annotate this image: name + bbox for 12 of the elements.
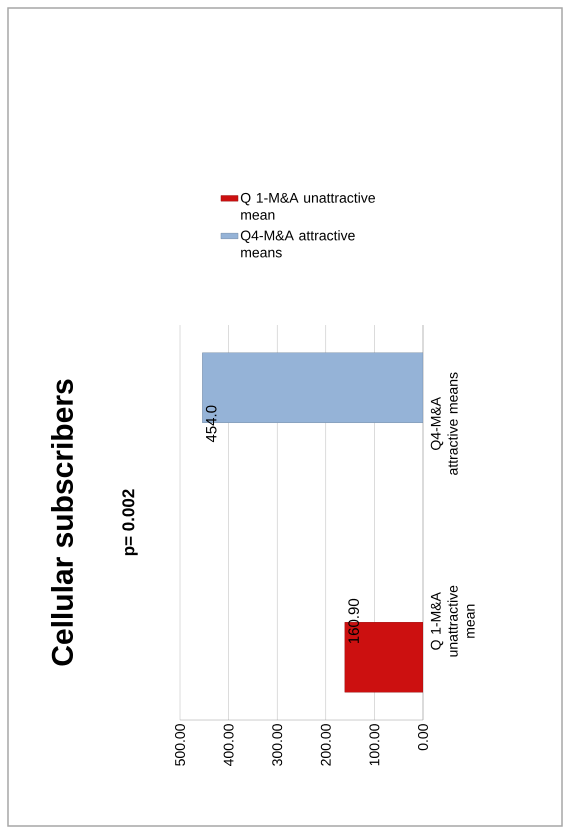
x-tick-label: 100.00 <box>369 724 380 766</box>
x-tick-label: 200.00 <box>320 724 331 766</box>
x-tick-label: 500.00 <box>175 724 185 766</box>
data-label: 160.90 <box>348 598 359 644</box>
x-tick-label: 0.00 <box>418 724 428 750</box>
x-tick-label: 300.00 <box>272 724 282 766</box>
legend-label: Q 1-M&A unattractive mean <box>240 192 375 220</box>
data-label: 454.0 <box>206 406 217 442</box>
legend-label: Q4-M&A attractive means <box>240 230 355 258</box>
text: p= 0.002 <box>122 489 138 556</box>
text: Cellular subscribers <box>50 380 74 666</box>
x-tick-label: 400.00 <box>224 724 234 766</box>
